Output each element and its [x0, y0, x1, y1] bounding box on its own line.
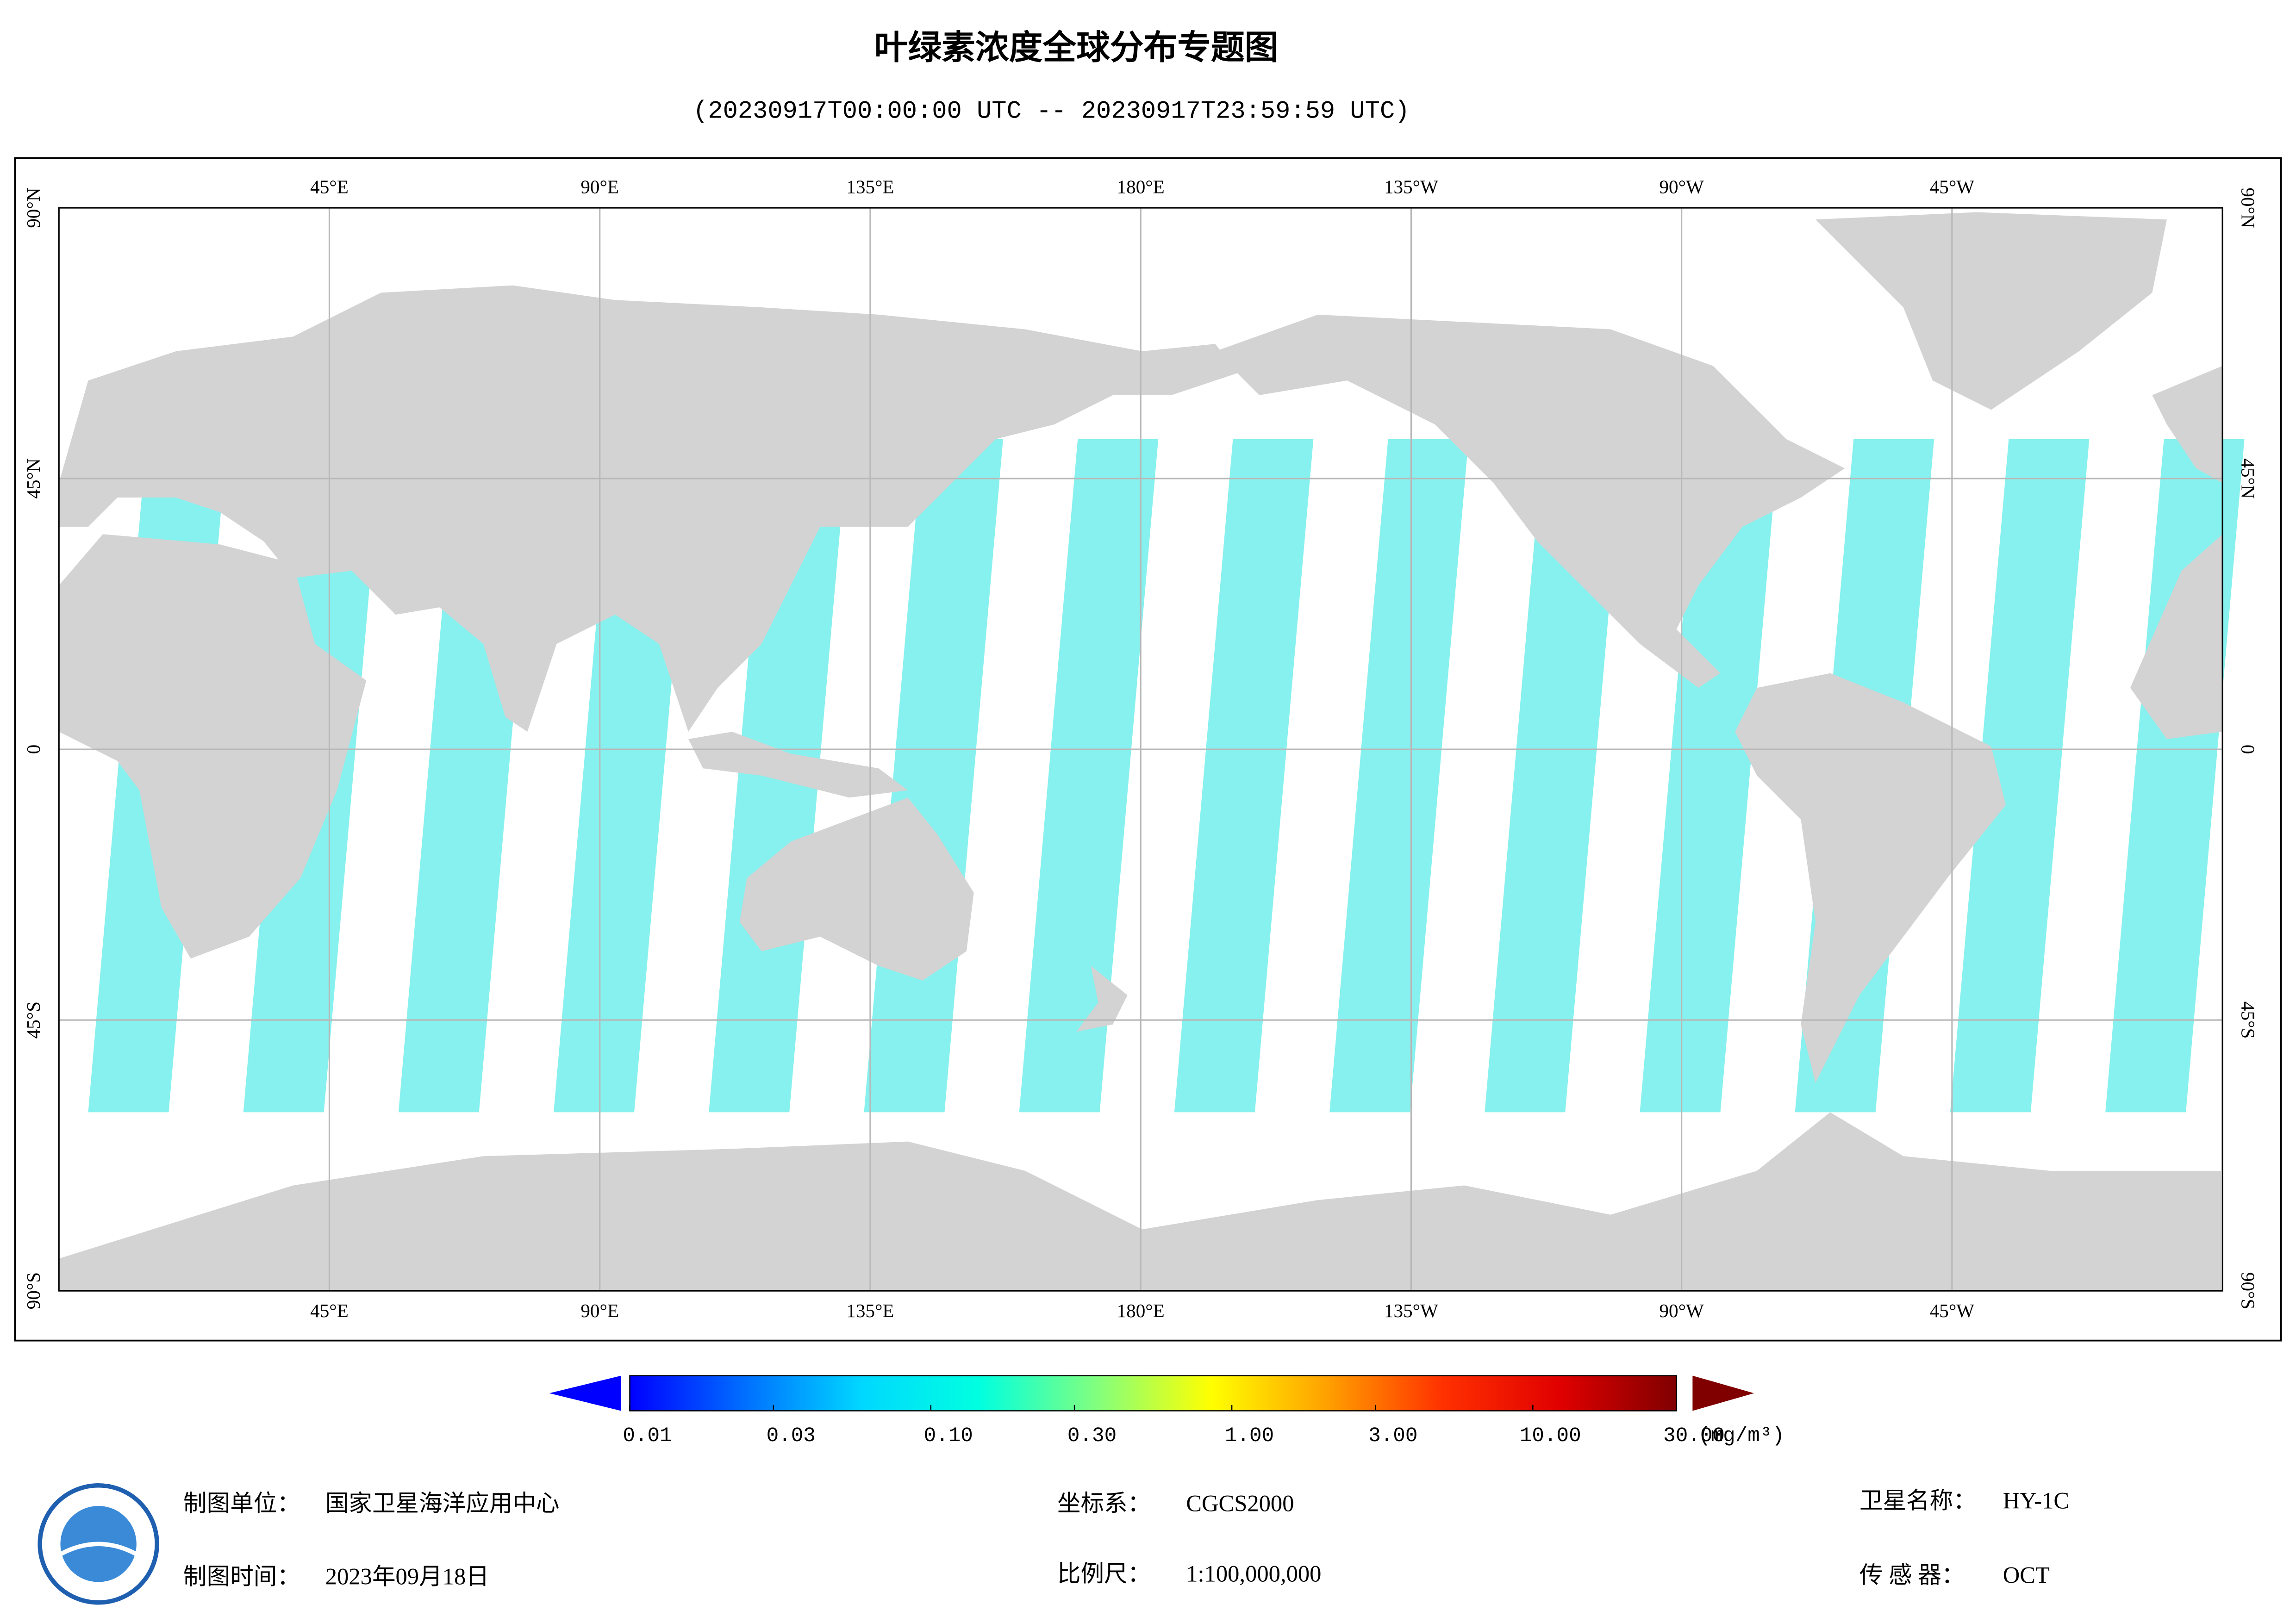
map: 45°E 45°E 90°E 90°E 135°E 135°E 180°E 180°E 135°… — [23, 176, 2259, 1321]
lon-label: 45°W — [1930, 176, 1975, 197]
africa — [59, 534, 367, 959]
lon-label: 135°W — [1384, 1300, 1438, 1321]
colorbar-ramp — [629, 1375, 1677, 1412]
lat-label: 90°S — [2237, 1272, 2259, 1309]
lat-label: 90°N — [23, 187, 44, 228]
colorbar-arrow-low — [549, 1375, 621, 1411]
swath — [1329, 439, 1469, 1113]
lon-label: 45°E — [310, 176, 349, 197]
lon-label: 180°E — [1117, 176, 1165, 197]
colorbar-label: 10.00 — [1520, 1424, 1581, 1448]
new-zealand — [1076, 966, 1128, 1032]
lat-label: 0 — [23, 745, 44, 754]
footer-label: 制图单位： — [183, 1491, 300, 1517]
swath — [1950, 439, 2090, 1113]
footer-label: 制图时间： — [183, 1564, 300, 1590]
footer-label: 卫星名称： — [1859, 1487, 1977, 1513]
australia — [739, 797, 974, 981]
colorbar-label: 3.00 — [1368, 1424, 1417, 1448]
footer-value: 2023年09月18日 — [325, 1564, 489, 1590]
map-border — [58, 207, 2223, 1292]
lat-label: 90°N — [2237, 187, 2259, 228]
colorbar-label: 0.03 — [767, 1424, 816, 1448]
swath — [1640, 439, 1779, 1113]
lon-label: 45°W — [1930, 1300, 1975, 1321]
footer-value: HY-1C — [2003, 1487, 2069, 1513]
colorbar-label: 1.00 — [1225, 1424, 1274, 1448]
south-america — [1735, 673, 2006, 1083]
chlorophyll-swaths — [88, 439, 2245, 1113]
footer-value: 国家卫星海洋应用中心 — [325, 1491, 560, 1517]
colorbar: 0.01 0.03 0.10 0.30 1.00 3.00 10.00 30.00(mg/m³… — [549, 1375, 1784, 1448]
footer-label: 坐标系： — [1057, 1491, 1151, 1517]
colorbar-label: 30.00 — [1663, 1424, 1725, 1448]
swath — [1174, 439, 1314, 1113]
north-america — [1215, 314, 1845, 688]
lon-label: 45°E — [310, 1300, 349, 1321]
west-africa — [2130, 534, 2223, 739]
colorbar-label: 0.30 — [1067, 1424, 1117, 1448]
lon-label: 135°W — [1384, 176, 1438, 197]
colorbar-unit: (mg/m³) — [1698, 1424, 1784, 1448]
lon-label: 135°E — [846, 176, 894, 197]
lon-label: 90°W — [1659, 176, 1704, 197]
swath — [1485, 439, 1624, 1113]
footer-label: 传 感 器： — [1859, 1562, 1965, 1588]
colorbar-label: 0.10 — [924, 1424, 973, 1448]
lon-label: 180°E — [1117, 1300, 1165, 1321]
greenland — [1816, 212, 2167, 410]
lat-label: 90°S — [23, 1272, 44, 1309]
eurasia — [59, 285, 1237, 732]
lon-label: 135°E — [846, 1300, 894, 1321]
swath — [1019, 439, 1159, 1113]
lat-label: 45°N — [2237, 458, 2259, 498]
logo — [37, 1483, 159, 1605]
footer-label: 比例尺： — [1057, 1561, 1151, 1586]
lat-label: 45°S — [2237, 1001, 2259, 1038]
europe-west — [2152, 366, 2223, 483]
footer-value: OCT — [2003, 1562, 2050, 1588]
lat-label: 45°S — [23, 1001, 44, 1038]
subtitle: (20230917T00:00:00 UTC -- 20230917T23:59… — [693, 98, 1410, 126]
indonesia — [688, 732, 908, 798]
colorbar-label: 0.01 — [623, 1424, 672, 1448]
logo-wave — [59, 1542, 138, 1556]
lon-label: 90°E — [580, 1300, 619, 1321]
colorbar-arrow-high — [1692, 1375, 1754, 1411]
title: 叶绿素浓度全球分布专题图 — [874, 28, 1279, 68]
lat-label: 45°N — [23, 458, 44, 498]
footer-value: 1:100,000,000 — [1186, 1561, 1321, 1586]
footer-value: CGCS2000 — [1186, 1491, 1294, 1517]
lon-label: 90°W — [1659, 1300, 1704, 1321]
map-frame — [14, 157, 2282, 1342]
lat-label: 0 — [2237, 745, 2259, 754]
lon-label: 90°E — [580, 176, 619, 197]
